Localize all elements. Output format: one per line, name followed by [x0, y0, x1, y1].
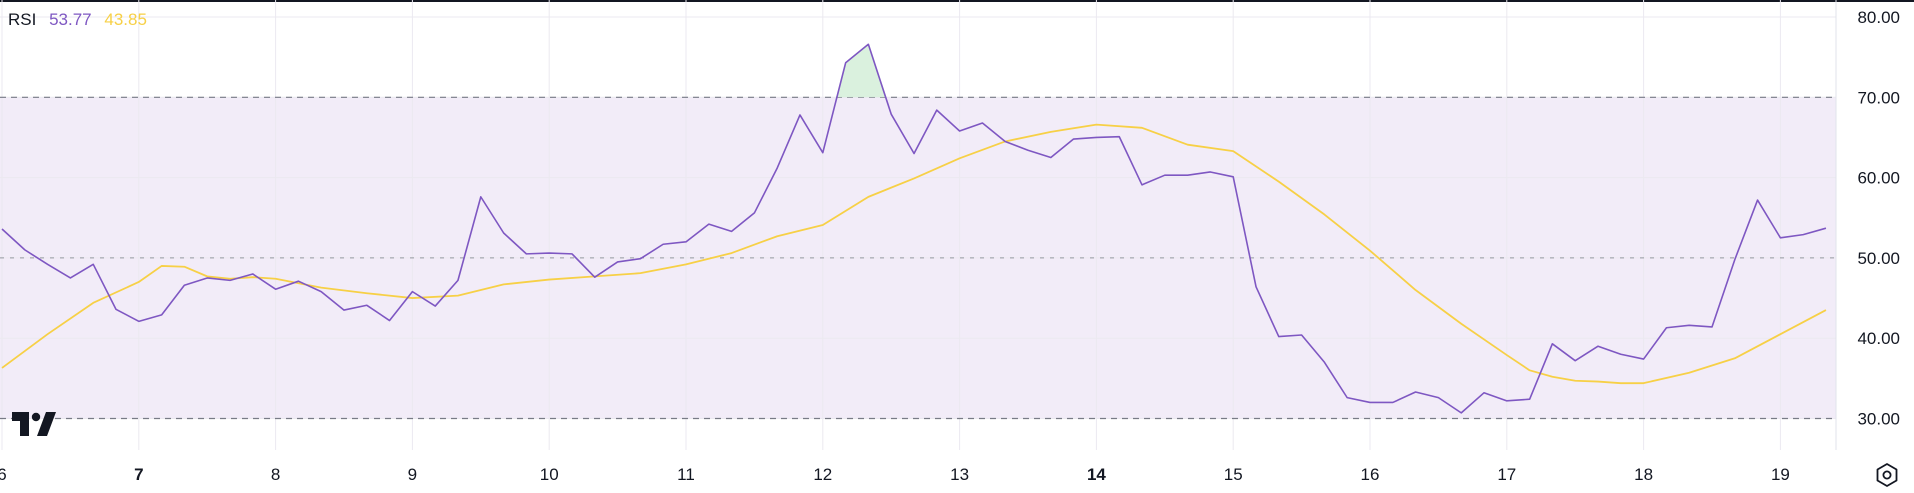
y-axis[interactable]: 80.00 70.00 60.00 50.00 40.00 30.00: [1857, 8, 1900, 429]
y-tick-label: 40.00: [1857, 329, 1900, 348]
x-tick-label: 10: [540, 465, 559, 484]
settings-gear-icon[interactable]: [1874, 462, 1900, 493]
y-tick-label: 60.00: [1857, 169, 1900, 188]
x-tick-label: 17: [1497, 465, 1516, 484]
y-tick-label: 70.00: [1857, 88, 1900, 107]
x-tick-label: 15: [1224, 465, 1243, 484]
rsi-series-line: [1, 43, 1827, 414]
y-tick-label: 30.00: [1857, 410, 1900, 429]
x-axis[interactable]: 6 7 8 9 10 11 12 13 14 15 16 17 18 19: [0, 465, 1790, 484]
x-tick-label: 8: [271, 465, 280, 484]
ma-series-line: [1, 123, 1827, 385]
x-tick-label: 9: [408, 465, 417, 484]
x-tick-label: 11: [677, 465, 695, 484]
legend: RSI 53.77 43.85: [8, 10, 155, 30]
x-tick-label: 13: [950, 465, 969, 484]
legend-ma-value: 43.85: [104, 10, 147, 29]
legend-rsi-value: 53.77: [49, 10, 92, 29]
legend-indicator-name: RSI: [8, 10, 37, 29]
y-tick-label: 50.00: [1857, 249, 1900, 268]
x-tick-label: 12: [813, 465, 832, 484]
x-tick-label: 19: [1771, 465, 1790, 484]
tradingview-logo-icon[interactable]: [12, 412, 56, 441]
x-tick-label: 16: [1361, 465, 1380, 484]
x-tick-label: 18: [1634, 465, 1653, 484]
overbought-fill: [836, 44, 886, 98]
y-tick-label: 80.00: [1857, 8, 1900, 27]
x-tick-label: 7: [134, 465, 143, 484]
x-tick-label: 6: [0, 465, 7, 484]
x-tick-label: 14: [1087, 465, 1106, 484]
series-layer: [1, 43, 1827, 414]
grid: [0, 0, 1836, 450]
